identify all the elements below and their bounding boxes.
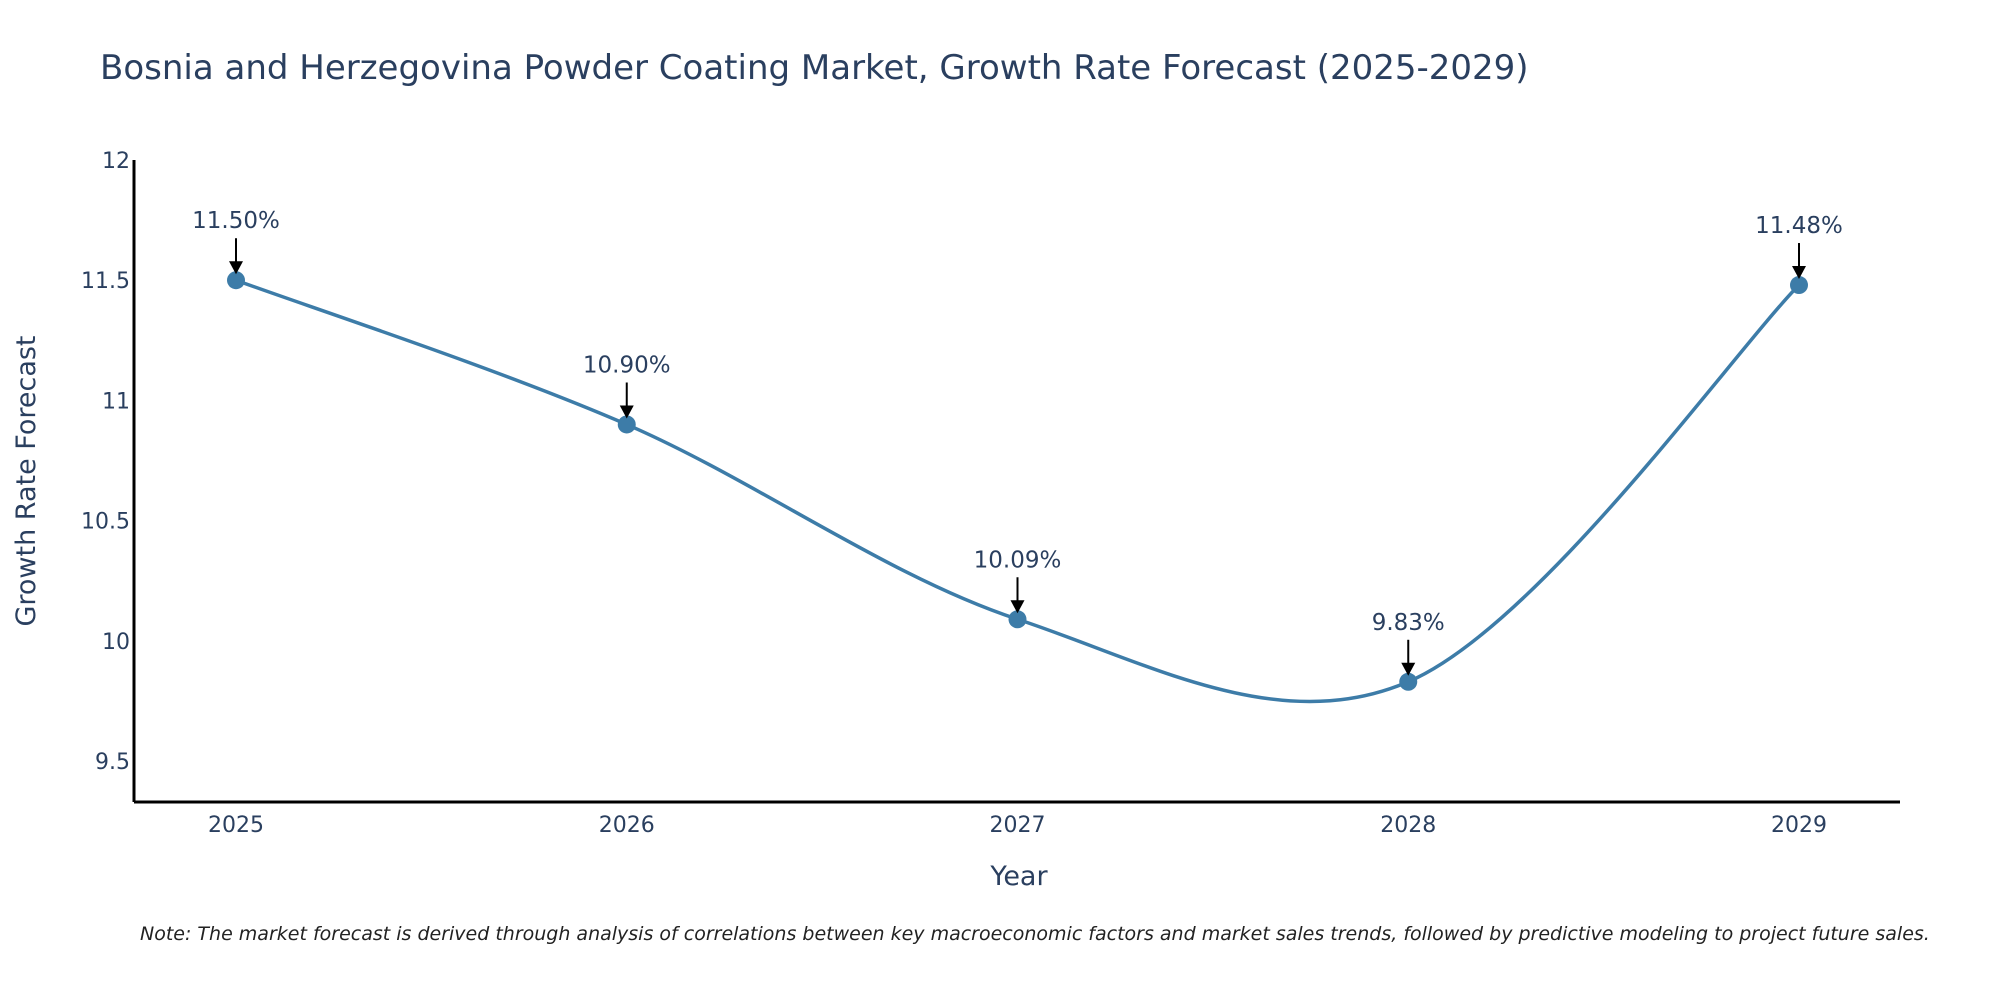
- x-tick-label: 2026: [599, 813, 655, 838]
- series-layer: [235, 278, 1801, 704]
- data-label-annotation: 11.48%: [1755, 213, 1843, 280]
- data-point-marker: [617, 415, 636, 434]
- y-tick-label: 9.5: [95, 750, 130, 775]
- data-label-layer: 11.50% 10.90% 10.09% 9.83% 11.48%: [192, 208, 1843, 676]
- data-label: 10.90%: [583, 352, 671, 378]
- x-tick-label: 2027: [990, 813, 1046, 838]
- x-axis-title: Year: [989, 861, 1048, 892]
- x-tick-label: 2028: [1380, 813, 1436, 838]
- data-label: 10.09%: [974, 547, 1062, 573]
- annotation-arrow-head: [1792, 266, 1806, 280]
- data-label-annotation: 10.90%: [583, 352, 671, 419]
- y-axis-ticks: 9.5 10 10.5 11 11.5 12: [81, 149, 130, 775]
- y-axis-title: Growth Rate Forecast: [11, 335, 42, 626]
- data-label-annotation: 9.83%: [1372, 610, 1445, 676]
- data-label: 11.50%: [192, 208, 280, 234]
- y-tick-label: 10: [102, 630, 130, 655]
- data-point-marker: [1008, 610, 1027, 629]
- annotation-arrow-head: [1010, 600, 1025, 614]
- footnote: Note: The market forecast is derived thr…: [140, 923, 1930, 945]
- axes: [132, 160, 1900, 804]
- y-tick-label: 11.5: [81, 269, 130, 294]
- y-tick-label: 11: [102, 389, 130, 414]
- annotation-arrow-head: [229, 261, 243, 275]
- y-tick-label: 12: [102, 149, 130, 174]
- data-point-marker: [227, 271, 245, 290]
- x-tick-label: 2025: [208, 813, 264, 838]
- data-point-marker: [1399, 672, 1418, 691]
- marker-layer: [227, 271, 1808, 691]
- data-label-annotation: 10.09%: [974, 547, 1062, 614]
- x-axis-ticks: 2025 2026 2027 2028 2029: [208, 813, 1827, 838]
- data-label: 11.48%: [1755, 213, 1843, 239]
- annotation-arrow-head: [1401, 662, 1416, 676]
- y-tick-label: 10.5: [81, 510, 130, 535]
- annotation-arrow-head: [619, 405, 634, 419]
- chart-title: Bosnia and Herzegovina Powder Coating Ma…: [100, 48, 1529, 88]
- series-line: [235, 278, 1801, 704]
- x-tick-label: 2029: [1771, 813, 1827, 838]
- data-label-annotation: 11.50%: [192, 208, 280, 275]
- data-label: 9.83%: [1372, 610, 1445, 636]
- data-point-marker: [1790, 276, 1808, 295]
